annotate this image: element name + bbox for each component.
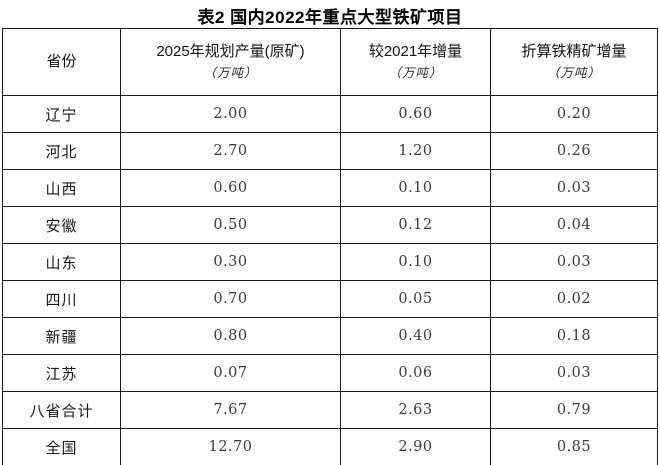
- concentrate-increase-cell: 0.03: [490, 354, 658, 392]
- table-row: 山东 0.30 0.10 0.03: [2, 243, 658, 281]
- header-label: 折算铁精矿增量: [521, 43, 627, 61]
- header-unit: （万吨）: [388, 64, 443, 80]
- province-cell: 河北: [2, 132, 121, 170]
- header-label: 省份: [46, 52, 77, 70]
- planned-2025-cell: 0.07: [120, 354, 341, 392]
- province-cell: 全国: [2, 428, 121, 465]
- table-row: 四川 0.70 0.05 0.02: [2, 280, 658, 318]
- planned-2025-cell: 7.67: [120, 391, 341, 429]
- concentrate-increase-cell: 0.03: [490, 243, 658, 281]
- header-planned-2025: 2025年规划产量(原矿) （万吨）: [120, 28, 341, 96]
- planned-2025-cell: 0.30: [120, 243, 341, 281]
- increase-vs-2021-cell: 0.05: [340, 280, 491, 318]
- concentrate-increase-cell: 0.20: [490, 95, 658, 133]
- province-cell: 安徽: [2, 206, 121, 244]
- planned-2025-cell: 0.50: [120, 206, 341, 244]
- planned-2025-cell: 0.80: [120, 317, 341, 355]
- header-unit: （万吨）: [546, 64, 601, 80]
- increase-vs-2021-cell: 0.12: [340, 206, 491, 244]
- planned-2025-cell: 0.60: [120, 169, 341, 207]
- table-header: 省份 2025年规划产量(原矿) （万吨） 较2021年增量 （万吨） 折算铁精…: [2, 28, 658, 96]
- header-unit: （万吨）: [203, 64, 258, 80]
- increase-vs-2021-cell: 0.06: [340, 354, 491, 392]
- concentrate-increase-cell: 0.85: [490, 428, 658, 465]
- iron-ore-projects-table: 省份 2025年规划产量(原矿) （万吨） 较2021年增量 （万吨） 折算铁精…: [2, 28, 658, 465]
- header-row: 省份 2025年规划产量(原矿) （万吨） 较2021年增量 （万吨） 折算铁精…: [2, 28, 658, 96]
- province-cell: 江苏: [2, 354, 121, 392]
- table-row: 江苏 0.07 0.06 0.03: [2, 354, 658, 392]
- header-label: 较2021年增量: [368, 43, 463, 61]
- province-cell: 四川: [2, 280, 121, 318]
- increase-vs-2021-cell: 0.40: [340, 317, 491, 355]
- province-cell: 辽宁: [2, 95, 121, 133]
- increase-vs-2021-cell: 2.63: [340, 391, 491, 429]
- planned-2025-cell: 12.70: [120, 428, 341, 465]
- concentrate-increase-cell: 0.79: [490, 391, 658, 429]
- province-cell: 八省合计: [2, 391, 121, 429]
- table-row: 辽宁 2.00 0.60 0.20: [2, 95, 658, 133]
- table-row: 河北 2.70 1.20 0.26: [2, 132, 658, 170]
- table-row: 山西 0.60 0.10 0.03: [2, 169, 658, 207]
- increase-vs-2021-cell: 0.10: [340, 169, 491, 207]
- province-cell: 山西: [2, 169, 121, 207]
- concentrate-increase-cell: 0.26: [490, 132, 658, 170]
- province-cell: 山东: [2, 243, 121, 281]
- increase-vs-2021-cell: 1.20: [340, 132, 491, 170]
- province-cell: 新疆: [2, 317, 121, 355]
- increase-vs-2021-cell: 0.10: [340, 243, 491, 281]
- table-row: 八省合计 7.67 2.63 0.79: [2, 391, 658, 429]
- table-title: 表2 国内2022年重点大型铁矿项目: [197, 8, 463, 27]
- header-concentrate-increase: 折算铁精矿增量 （万吨）: [490, 28, 658, 96]
- header-increase-vs-2021: 较2021年增量 （万吨）: [340, 28, 491, 96]
- planned-2025-cell: 2.00: [120, 95, 341, 133]
- increase-vs-2021-cell: 2.90: [340, 428, 491, 465]
- table-row: 全国 12.70 2.90 0.85: [2, 428, 658, 465]
- concentrate-increase-cell: 0.18: [490, 317, 658, 355]
- planned-2025-cell: 2.70: [120, 132, 341, 170]
- table-row: 新疆 0.80 0.40 0.18: [2, 317, 658, 355]
- table-body: 辽宁 2.00 0.60 0.20 河北 2.70 1.20 0.26 山西 0…: [2, 95, 658, 465]
- concentrate-increase-cell: 0.04: [490, 206, 658, 244]
- concentrate-increase-cell: 0.03: [490, 169, 658, 207]
- table-row: 安徽 0.50 0.12 0.04: [2, 206, 658, 244]
- concentrate-increase-cell: 0.02: [490, 280, 658, 318]
- header-label: 2025年规划产量(原矿): [156, 43, 305, 61]
- header-province: 省份: [2, 28, 121, 96]
- planned-2025-cell: 0.70: [120, 280, 341, 318]
- increase-vs-2021-cell: 0.60: [340, 95, 491, 133]
